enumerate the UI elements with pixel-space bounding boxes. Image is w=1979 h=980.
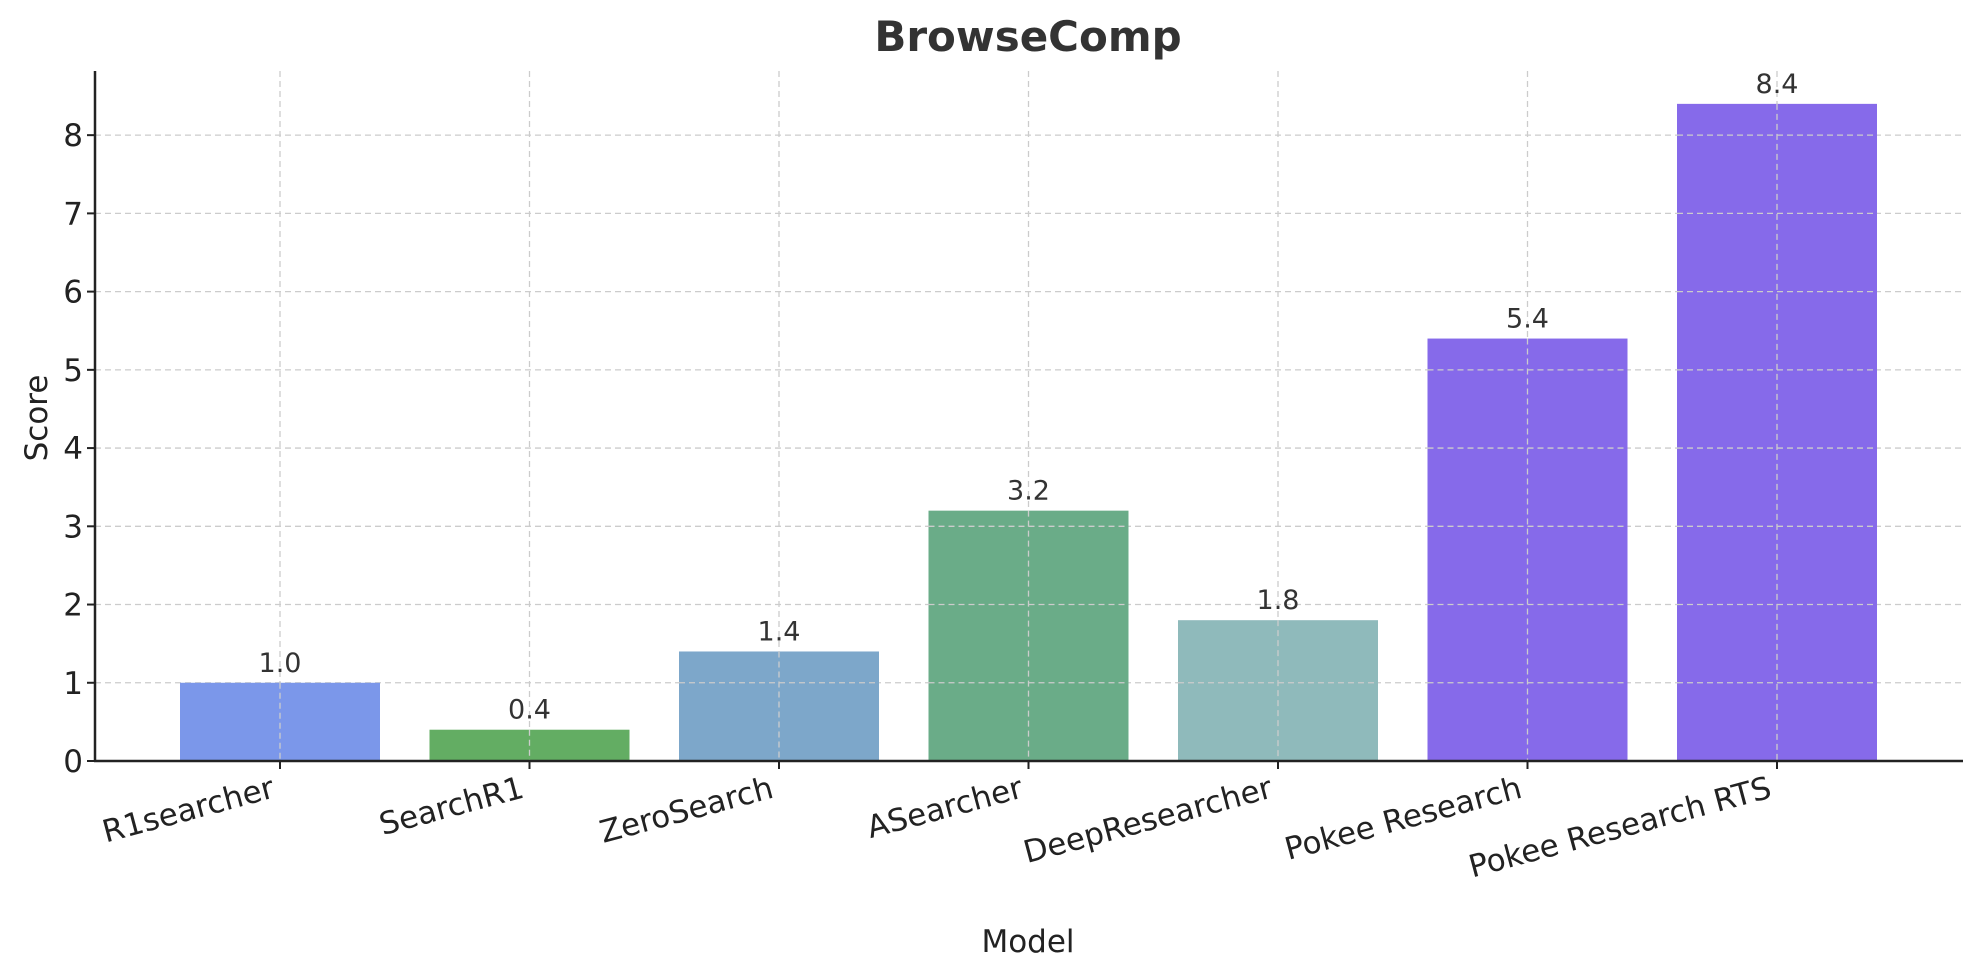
y-ticks-group: 0 1 2 3 4 5 6 7 8 <box>63 118 95 780</box>
x-tick-label: DeepResearcher <box>1020 770 1277 871</box>
y-tick-label: 8 <box>63 118 83 154</box>
y-tick-label: 2 <box>63 588 83 624</box>
bar <box>1677 103 1877 762</box>
bar-value-label: 1.8 <box>1257 585 1300 616</box>
bar-value-label: 0.4 <box>508 695 551 726</box>
chart-title: BrowseComp <box>874 12 1181 61</box>
x-tick-label: ASearcher <box>863 770 1027 846</box>
y-tick-label: 6 <box>63 275 83 311</box>
y-tick-label: 4 <box>63 431 83 467</box>
bar-value-label: 1.4 <box>758 616 801 647</box>
y-tick-label: 0 <box>63 744 83 780</box>
x-tick-label: R1searcher <box>99 770 279 850</box>
x-tick-label: ZeroSearch <box>596 770 777 851</box>
x-tick-label: SearchR1 <box>376 770 528 843</box>
bar-value-label: 5.4 <box>1506 304 1549 335</box>
bar-value-label: 3.2 <box>1007 476 1050 507</box>
y-tick-label: 5 <box>63 353 83 389</box>
y-axis-label: Score <box>19 375 55 462</box>
y-tick-label: 7 <box>63 196 83 232</box>
value-labels-group: 1.0 0.4 1.4 3.2 1.8 5.4 8.4 <box>259 69 1799 726</box>
y-tick-label: 3 <box>63 509 83 545</box>
x-ticks-group: R1searcher SearchR1 ZeroSearch ASearcherDee… <box>99 761 1778 885</box>
x-axis-label: Model <box>981 924 1074 960</box>
gridlines-overlay <box>279 103 1877 761</box>
bar-value-label: 8.4 <box>1756 69 1799 100</box>
y-tick-label: 1 <box>63 666 83 702</box>
bar-value-label: 1.0 <box>259 648 302 679</box>
